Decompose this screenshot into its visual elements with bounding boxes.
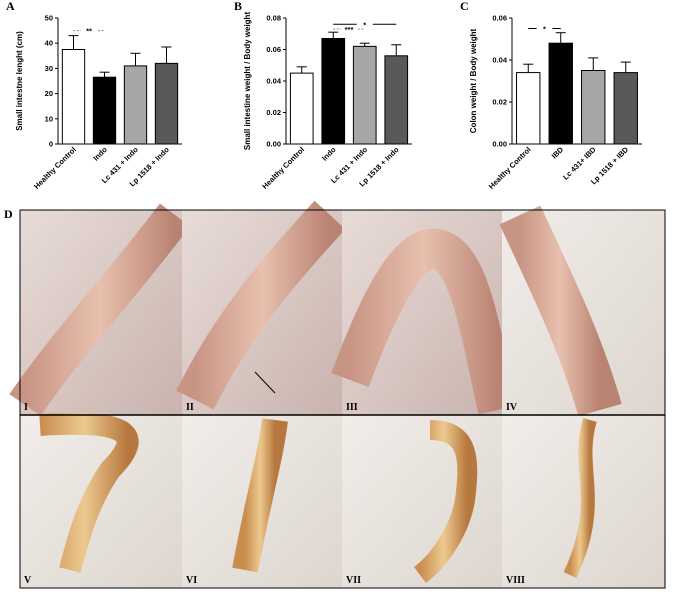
photo-label: III: [346, 402, 358, 413]
y-tick-label: 0.02: [492, 98, 507, 107]
tissue: [563, 417, 597, 578]
bar: [384, 55, 409, 145]
y-tick-label: 20: [45, 89, 53, 98]
tissue: [232, 418, 288, 573]
x-tick-label: Indo: [91, 145, 109, 163]
tissue: [39, 412, 139, 573]
photo: [342, 415, 502, 588]
photo-label: V: [24, 575, 32, 586]
y-axis-label: Small intestne lenght (cm): [15, 31, 24, 131]
y-axis-label: Colon weight / Body weight: [469, 28, 478, 133]
y-tick-label: 0.02: [266, 108, 281, 117]
y-tick-label: 0.04: [266, 77, 281, 86]
bar: [154, 62, 179, 145]
y-tick-label: 0.00: [266, 140, 281, 149]
photo-label: I: [24, 402, 28, 413]
panel-label: B: [234, 0, 242, 13]
bar: [92, 76, 117, 145]
y-tick-label: 0.08: [266, 14, 281, 23]
bar: [123, 65, 148, 145]
arrow: [254, 371, 276, 394]
tissue: [413, 420, 478, 583]
photo-label: IV: [506, 402, 518, 413]
label-bg: [341, 25, 357, 34]
significance-label: **: [86, 27, 92, 36]
photo-label: VII: [346, 575, 361, 586]
significance-label: ***: [345, 25, 354, 34]
x-tick-label: Healthy Control: [487, 145, 533, 191]
y-tick-label: 0.06: [492, 14, 507, 23]
label-bg: [356, 20, 373, 29]
y-tick-label: 0.00: [492, 140, 507, 149]
x-tick-label: Healthy Control: [260, 145, 306, 191]
tissue: [176, 200, 346, 410]
bar: [581, 70, 606, 145]
y-tick-label: 0: [49, 140, 53, 149]
label-bg: [536, 24, 553, 33]
y-tick-label: 0.06: [266, 45, 281, 54]
bar: [352, 45, 377, 145]
photo-label: VIII: [506, 575, 525, 586]
tissue: [331, 229, 518, 415]
y-tick-label: 40: [45, 39, 53, 48]
y-axis-label: Small intestine weight / Body weight: [243, 12, 252, 151]
bar: [516, 72, 541, 145]
y-tick-label: 50: [45, 14, 53, 23]
y-tick-label: 0.04: [492, 56, 507, 65]
y-tick-label: 10: [45, 114, 53, 123]
x-tick-label: Indo: [320, 145, 338, 163]
bar: [289, 72, 314, 145]
label-bg: [81, 26, 97, 35]
tissue: [9, 203, 191, 416]
bar: [613, 72, 638, 145]
photo-label: VI: [186, 575, 197, 586]
frame: [19, 209, 666, 589]
panel-label: C: [460, 0, 469, 13]
bar: [548, 42, 573, 145]
significance-label: *: [543, 25, 546, 34]
photo-grid: [9, 200, 666, 589]
panel-label: A: [6, 0, 15, 13]
x-tick-label: IBD: [550, 145, 566, 161]
panel-label: D: [4, 207, 13, 221]
photo-label: II: [186, 402, 194, 413]
tissue: [499, 205, 622, 417]
x-tick-label: Healthy Control: [32, 145, 78, 191]
bar: [321, 37, 346, 145]
y-tick-label: 30: [45, 64, 53, 73]
significance-label: *: [363, 20, 366, 29]
bar: [61, 49, 86, 145]
